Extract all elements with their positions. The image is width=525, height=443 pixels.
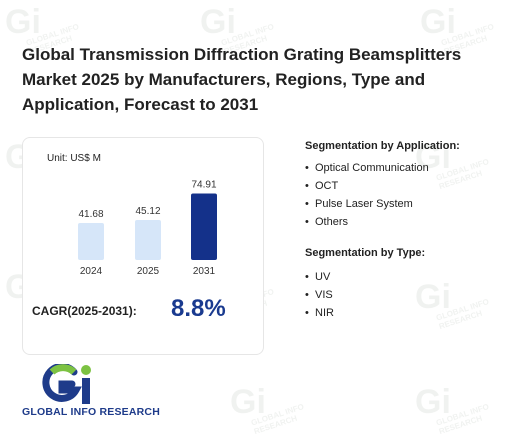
bullet-icon: • xyxy=(305,162,309,174)
x-tick-label: 2031 xyxy=(193,266,216,277)
bullet-icon: • xyxy=(305,216,309,228)
cagr-label: CAGR(2025-2031): xyxy=(32,304,137,318)
list-item: • VIS xyxy=(305,286,334,304)
logo-text: GLOBAL INFO RESEARCH xyxy=(22,406,160,418)
segmentation-type-list: • UV • VIS • NIR xyxy=(305,268,334,322)
company-logo: GLOBAL INFO RESEARCH xyxy=(22,362,182,424)
segmentation-application-list: • Optical Communication • OCT • Pulse Laser… xyxy=(305,159,429,231)
list-item: • Optical Communication xyxy=(305,159,429,177)
bar-chart: 41.68 2024 45.12 2025 74.91 2031 xyxy=(78,180,217,277)
x-tick-label: 2025 xyxy=(137,266,160,277)
value-label: 41.68 xyxy=(78,209,103,220)
list-item: • Others xyxy=(305,213,429,231)
list-item: • NIR xyxy=(305,304,334,322)
bar-2031 xyxy=(191,193,217,260)
cagr-value: 8.8% xyxy=(171,295,226,322)
segmentation-application-heading: Segmentation by Application: xyxy=(305,140,460,152)
bullet-icon: • xyxy=(305,180,309,192)
list-item: • Pulse Laser System xyxy=(305,195,429,213)
gi-logo-icon xyxy=(42,362,91,404)
bullet-icon: • xyxy=(305,198,309,210)
value-label: 45.12 xyxy=(135,206,160,217)
bullet-icon: • xyxy=(305,307,309,319)
bullet-icon: • xyxy=(305,271,309,283)
market-size-card: Unit: US$ M 41.68 2024 45.12 2025 74.91 2031 … xyxy=(22,137,264,355)
bullet-icon: • xyxy=(305,289,309,301)
list-item: • OCT xyxy=(305,177,429,195)
report-title: Global Transmission Diffraction Grating … xyxy=(22,45,462,114)
unit-label: Unit: US$ M xyxy=(47,153,101,164)
segmentation-type-heading: Segmentation by Type: xyxy=(305,247,426,259)
bar-2025 xyxy=(135,219,161,260)
bar-2024 xyxy=(78,222,104,260)
value-label: 74.91 xyxy=(191,180,216,191)
list-item: • UV xyxy=(305,268,334,286)
x-tick-label: 2024 xyxy=(80,266,103,277)
